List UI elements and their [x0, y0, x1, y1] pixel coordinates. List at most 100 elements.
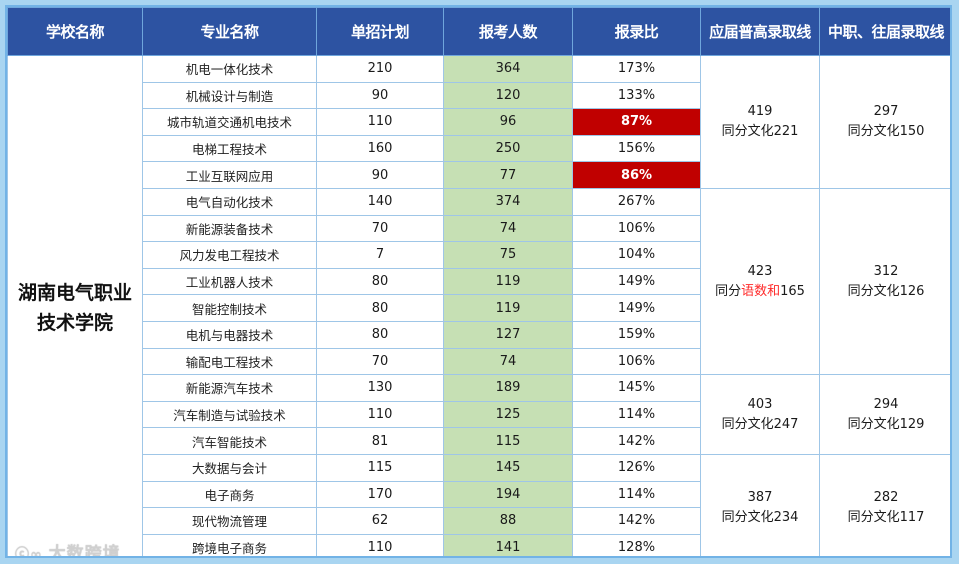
tiebreak-prefix: 同分 — [721, 123, 748, 139]
applicants-cell: 74 — [443, 214, 573, 243]
vocational-cutoff-score: 294 — [873, 396, 899, 412]
plan-cell: 170 — [316, 480, 444, 509]
table-row: 电气自动化技术 140 374 267% 423 同分语数和165 312 同分文化126 — [8, 187, 950, 376]
vocational-cutoff-cell: 312 同分文化126 — [819, 187, 950, 376]
ratio-cell: 104% — [572, 241, 701, 269]
applicants-cell: 120 — [443, 81, 573, 110]
table-row: 大数据与会计 115 145 126% 387 同分文化234 282 同分文化117 — [8, 453, 950, 556]
table-row: 风力发电工程技术 7 75 104% — [8, 241, 951, 269]
applicants-cell: 115 — [443, 427, 573, 455]
ratio-cell: 159% — [572, 320, 701, 349]
plan-cell: 110 — [316, 533, 444, 556]
tiebreak-rest: 文化234 — [747, 509, 799, 525]
major-cell: 电子商务 — [142, 480, 317, 509]
ratio-cell: 133% — [572, 81, 701, 110]
table-row: 机械设计与制造 90 120 133% — [8, 81, 951, 110]
ratio-cell: 86% — [572, 161, 701, 189]
plan-cell: 90 — [316, 161, 444, 189]
major-cell: 机械设计与制造 — [142, 81, 317, 110]
table-row: 电子商务 170 194 114% — [8, 480, 951, 509]
tiebreak-prefix: 同分 — [721, 416, 748, 432]
fresh-cutoff-score: 419 — [747, 103, 773, 119]
applicants-cell: 250 — [443, 134, 573, 163]
major-cell: 工业机器人技术 — [142, 267, 317, 296]
applicants-cell: 194 — [443, 480, 573, 509]
applicants-cell: 127 — [443, 320, 573, 349]
fresh-cutoff-score: 423 — [747, 263, 773, 279]
fresh-cutoff-tiebreak: 同分语数和165 — [701, 282, 819, 302]
vocational-cutoff-cell: 282 同分文化117 — [819, 453, 950, 556]
ratio-cell: 149% — [572, 294, 701, 322]
tiebreak-prefix: 同分 — [721, 509, 748, 525]
plan-cell: 80 — [316, 294, 444, 322]
header-school: 学校名称 — [7, 7, 143, 56]
tiebreak-rest: 文化221 — [747, 123, 799, 139]
header-fresh-cutoff: 应届普高录取线 — [700, 7, 820, 56]
table-row: 智能控制技术 80 119 149% — [8, 294, 951, 322]
fresh-cutoff-cell: 423 同分语数和165 — [700, 187, 820, 376]
fresh-cutoff-tiebreak: 同分文化247 — [701, 415, 819, 435]
applicants-cell: 96 — [443, 108, 573, 136]
vocational-cutoff-cell: 294 同分文化129 — [819, 374, 950, 455]
major-cell: 工业互联网应用 — [142, 161, 317, 189]
table-row: 工业机器人技术 80 119 149% — [8, 267, 951, 296]
fresh-cutoff-score: 387 — [747, 489, 773, 505]
plan-cell: 62 — [316, 507, 444, 535]
major-cell: 现代物流管理 — [142, 507, 317, 535]
ratio-cell: 128% — [572, 533, 701, 556]
major-cell: 汽车智能技术 — [142, 427, 317, 455]
ratio-cell: 145% — [572, 374, 701, 402]
tiebreak-rest: 165 — [780, 283, 805, 299]
table-row: 工业互联网应用 90 77 86% — [8, 161, 951, 189]
ratio-cell: 87% — [572, 108, 701, 136]
major-cell: 风力发电工程技术 — [142, 241, 317, 269]
ratio-cell: 114% — [572, 480, 701, 509]
plan-cell: 160 — [316, 134, 444, 163]
plan-cell: 110 — [316, 108, 444, 136]
tiebreak-highlight: 语数和 — [741, 283, 781, 299]
plan-cell: 80 — [316, 267, 444, 296]
applicants-cell: 74 — [443, 347, 573, 376]
fresh-cutoff-cell: 387 同分文化234 — [700, 453, 820, 556]
ratio-cell: 156% — [572, 134, 701, 163]
vocational-cutoff-score: 282 — [873, 489, 899, 505]
plan-cell: 130 — [316, 374, 444, 402]
applicants-cell: 141 — [443, 533, 573, 556]
plan-cell: 115 — [316, 453, 444, 482]
header-vocational-cutoff: 中职、往届录取线 — [819, 7, 950, 56]
major-cell: 城市轨道交通机电技术 — [142, 108, 317, 136]
ratio-cell: 173% — [572, 55, 701, 83]
vocational-cutoff-tiebreak: 同分文化117 — [847, 509, 925, 525]
major-cell: 机电一体化技术 — [142, 55, 317, 83]
header-plan: 单招计划 — [316, 7, 444, 56]
applicants-cell: 364 — [443, 55, 573, 83]
vocational-cutoff-score: 297 — [873, 103, 899, 119]
table-row: 湖南电气职业技术学院 机电一体化技术 210 364 173% 419 同分文化221 297… — [7, 54, 950, 556]
major-cell: 汽车制造与试验技术 — [142, 400, 317, 429]
major-cell: 输配电工程技术 — [142, 347, 317, 376]
ratio-cell: 142% — [572, 507, 701, 535]
plan-cell: 70 — [316, 347, 444, 376]
fresh-cutoff-tiebreak: 同分文化221 — [701, 122, 819, 142]
major-cell: 电机与电器技术 — [142, 320, 317, 349]
plan-cell: 7 — [316, 241, 444, 269]
applicants-cell: 88 — [443, 507, 573, 535]
major-cell: 大数据与会计 — [142, 453, 317, 482]
applicants-cell: 145 — [443, 453, 573, 482]
fresh-cutoff-cell: 419 同分文化221 — [700, 55, 820, 189]
plan-cell: 70 — [316, 214, 444, 243]
applicants-cell: 119 — [443, 294, 573, 322]
header-applicants: 报考人数 — [443, 7, 573, 56]
ratio-cell: 126% — [572, 453, 701, 482]
ratio-cell: 106% — [572, 214, 701, 243]
admission-table: 学校名称 专业名称 单招计划 报考人数 报录比 应届普高录取线 中职、往届录取线… — [7, 7, 951, 556]
applicants-cell: 75 — [443, 241, 573, 269]
applicants-cell: 189 — [443, 374, 573, 402]
major-cell: 新能源装备技术 — [142, 214, 317, 243]
table-row: 现代物流管理 62 88 142% — [8, 507, 951, 535]
table-row: 汽车制造与试验技术 110 125 114% — [8, 400, 951, 429]
major-cell: 电气自动化技术 — [142, 187, 317, 216]
ratio-cell: 267% — [572, 187, 701, 216]
plan-cell: 81 — [316, 427, 444, 455]
table-frame: 学校名称 专业名称 单招计划 报考人数 报录比 应届普高录取线 中职、往届录取线… — [5, 5, 952, 558]
